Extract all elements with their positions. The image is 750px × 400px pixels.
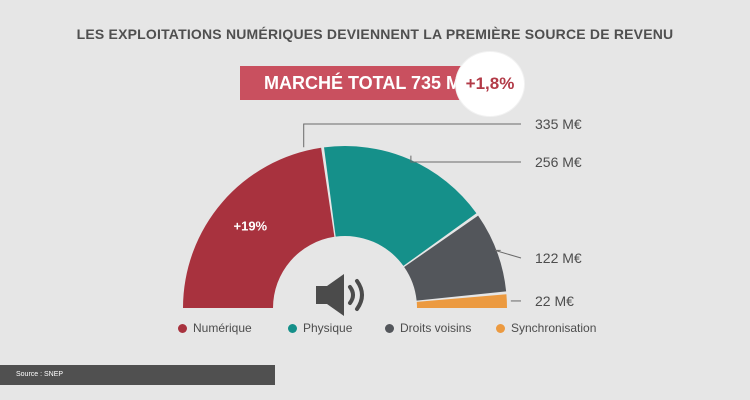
value-label-synchronisation: 22 M€ [535, 293, 574, 309]
legend-item-droits-voisins: Droits voisins [385, 321, 471, 335]
legend-label-synchronisation: Synchronisation [511, 321, 597, 335]
slice-droits-voisins [404, 215, 507, 301]
slice-numerique [183, 147, 335, 308]
legend-item-numerique: Numérique [178, 321, 252, 335]
slice-synchronisation [416, 294, 507, 308]
speaker-icon [316, 274, 364, 316]
source-note: Source : SNEP [0, 365, 275, 385]
legend-label-physique: Physique [303, 321, 353, 335]
page-title: LES EXPLOITATIONS NUMÉRIQUES DEVIENNENT … [76, 26, 674, 42]
leader-line-physique [410, 155, 521, 163]
legend-swatch-physique [288, 324, 297, 333]
leader-line-numerique [303, 123, 521, 148]
legend-label-droits-voisins: Droits voisins [400, 321, 472, 335]
slice-annotation-numerique: +19% [234, 218, 268, 233]
value-label-physique: 256 M€ [535, 154, 582, 170]
slice-physique [324, 146, 477, 266]
legend-item-physique: Physique [288, 321, 352, 335]
legend-item-synchronisation: Synchronisation [496, 321, 596, 335]
leader-line-droits-voisins [494, 249, 522, 259]
growth-badge: +1,8% [456, 52, 524, 116]
legend-label-numerique: Numérique [193, 321, 252, 335]
legend-swatch-synchronisation [496, 324, 505, 333]
legend-swatch-numerique [178, 324, 187, 333]
value-label-droits-voisins: 122 M€ [535, 250, 582, 266]
legend-swatch-droits-voisins [385, 324, 394, 333]
value-label-numerique: 335 M€ [535, 116, 582, 132]
